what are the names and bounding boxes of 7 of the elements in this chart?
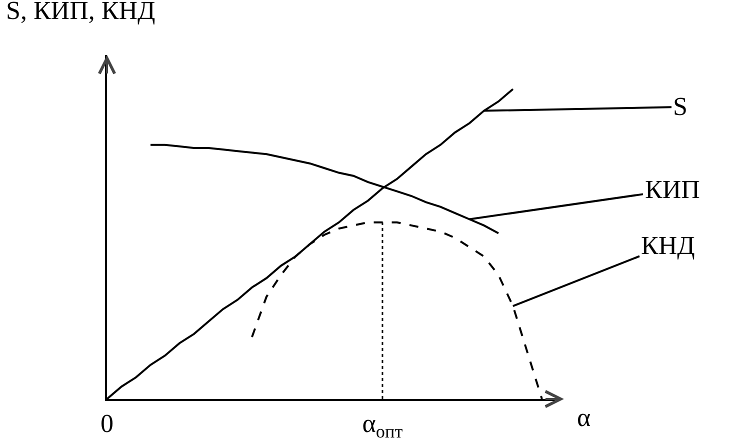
text: КНД xyxy=(641,231,696,260)
text: S xyxy=(673,92,688,121)
text: КИП xyxy=(645,175,700,204)
y-axis-title: S, КИП, КНД xyxy=(6,0,156,25)
x-tick-label: α$_{опт}$ xyxy=(362,409,403,439)
x-axis-title: α xyxy=(577,403,591,432)
x-tick-label: 0 xyxy=(100,409,114,438)
